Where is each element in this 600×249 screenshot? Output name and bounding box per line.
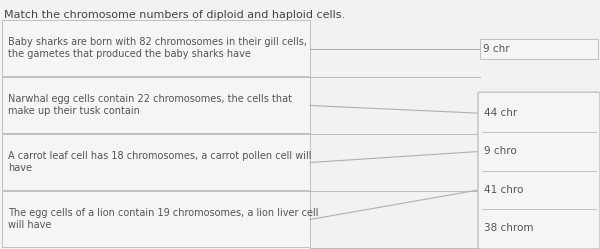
Text: The egg cells of a lion contain 19 chromosomes, a lion liver cell
will have: The egg cells of a lion contain 19 chrom…	[8, 208, 319, 230]
Text: Baby sharks are born with 82 chromosomes in their gill cells,
the gametes that p: Baby sharks are born with 82 chromosomes…	[8, 37, 307, 59]
Bar	[2, 134, 310, 190]
Bar	[2, 77, 310, 133]
Text: 41 chro: 41 chro	[484, 185, 523, 195]
Text: 9 chro: 9 chro	[484, 146, 517, 156]
Text: 44 chr: 44 chr	[484, 108, 517, 118]
Text: Match the chromosome numbers of diploid and haploid cells.: Match the chromosome numbers of diploid …	[4, 10, 345, 20]
Bar	[2, 20, 310, 76]
Text: 9 chr: 9 chr	[483, 44, 509, 54]
Text: Narwhal egg cells contain 22 chromosomes, the cells that
make up their tusk cont: Narwhal egg cells contain 22 chromosomes…	[8, 94, 292, 116]
Text: A carrot leaf cell has 18 chromosomes, a carrot pollen cell will
have: A carrot leaf cell has 18 chromosomes, a…	[8, 151, 311, 173]
Text: 38 chrom: 38 chrom	[484, 223, 533, 233]
FancyBboxPatch shape	[478, 92, 600, 249]
Bar	[2, 191, 310, 247]
Bar	[480, 39, 598, 59]
